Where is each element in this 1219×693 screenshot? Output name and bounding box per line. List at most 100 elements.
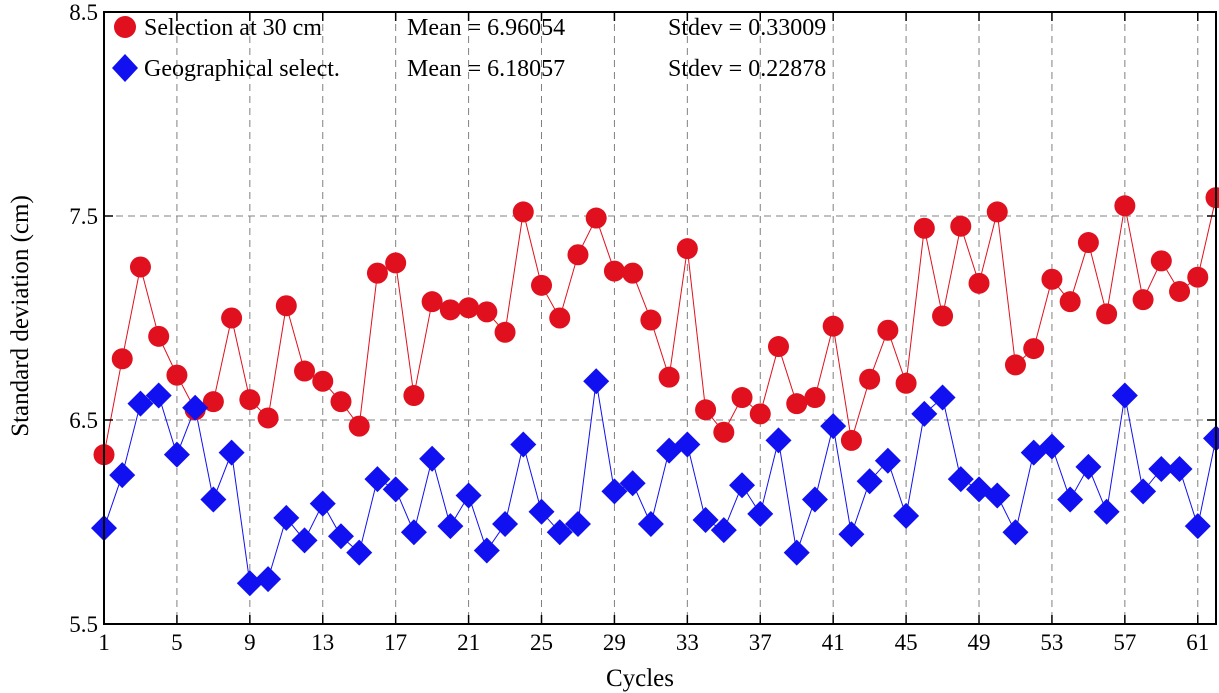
data-point-circle — [913, 217, 935, 239]
data-point-circle — [786, 393, 808, 415]
y-tick-label: 5.5 — [69, 612, 98, 637]
x-tick-label: 33 — [676, 630, 699, 655]
data-point-diamond — [1093, 498, 1120, 525]
x-axis-title: Cycles — [606, 665, 674, 692]
data-point-circle — [1132, 289, 1154, 311]
data-point-diamond — [838, 521, 865, 548]
data-point-diamond — [236, 570, 263, 597]
legend-label: Geographical select. — [144, 56, 340, 82]
data-point-circle — [330, 391, 352, 413]
legend-marker-circle-icon — [114, 16, 136, 38]
data-point-circle — [749, 403, 771, 425]
data-point-diamond — [674, 431, 701, 458]
data-point-diamond — [419, 445, 446, 472]
data-point-diamond — [400, 519, 427, 546]
data-point-diamond — [546, 519, 573, 546]
data-point-circle — [1169, 280, 1191, 302]
data-point-diamond — [346, 539, 373, 566]
data-point-diamond — [893, 502, 920, 529]
legend-stdev: Stdev = 0.22878 — [668, 56, 826, 82]
data-point-circle — [458, 297, 480, 319]
data-point-circle — [859, 368, 881, 390]
data-point-circle — [1150, 250, 1172, 272]
data-point-diamond — [820, 413, 847, 440]
data-point-circle — [512, 201, 534, 223]
data-point-diamond — [710, 517, 737, 544]
data-point-circle — [713, 421, 735, 443]
data-point-diamond — [327, 523, 354, 550]
legend-marker-diamond-icon — [112, 54, 138, 82]
x-tick-label: 21 — [457, 630, 480, 655]
data-point-diamond — [1075, 453, 1102, 480]
x-tick-label: 9 — [244, 630, 256, 655]
data-point-diamond — [637, 511, 664, 538]
data-point-diamond — [1057, 486, 1084, 513]
y-tick-label: 8.5 — [69, 0, 98, 25]
data-point-diamond — [765, 427, 792, 454]
x-tick-label: 5 — [171, 630, 183, 655]
x-tick-label: 49 — [968, 630, 991, 655]
data-point-diamond — [747, 500, 774, 527]
data-point-diamond — [492, 511, 519, 538]
legend-stdev: Stdev = 0.33009 — [668, 15, 826, 41]
data-point-circle — [622, 262, 644, 284]
data-point-circle — [585, 207, 607, 229]
data-point-circle — [986, 201, 1008, 223]
data-point-circle — [731, 387, 753, 409]
x-tick-label: 29 — [603, 630, 626, 655]
x-tick-label: 37 — [749, 630, 772, 655]
data-point-circle — [403, 385, 425, 407]
data-point-diamond — [309, 490, 336, 517]
grid-lines — [104, 12, 1216, 624]
legend-item-selection: Selection at 30 cm Mean = 6.96054 Stdev … — [114, 15, 826, 41]
data-point-circle — [257, 407, 279, 429]
tick-labels: 1 5 9 13 17 21 25 29 33 37 41 45 49 53 57 61 5.5 6.5 7.5 8.… — [69, 0, 1209, 655]
data-point-diamond — [564, 511, 591, 538]
y-axis-title: Standard deviation (cm) — [7, 195, 34, 437]
data-point-diamond — [364, 466, 391, 493]
data-point-circle — [932, 305, 954, 327]
legend-mean: Mean = 6.96054 — [407, 15, 565, 41]
data-point-diamond — [437, 513, 464, 540]
data-point-circle — [148, 325, 170, 347]
data-point-circle — [312, 370, 334, 392]
data-point-diamond — [145, 382, 172, 409]
data-point-circle — [111, 348, 133, 370]
data-point-diamond — [583, 368, 610, 395]
data-point-circle — [1187, 266, 1209, 288]
legend: Selection at 30 cm Mean = 6.96054 Stdev … — [112, 15, 826, 82]
data-point-diamond — [455, 482, 482, 509]
legend-label: Selection at 30 cm — [144, 15, 322, 41]
data-point-diamond — [1111, 382, 1138, 409]
x-tick-label: 41 — [822, 630, 845, 655]
data-point-diamond — [911, 400, 938, 427]
data-point-circle — [476, 301, 498, 323]
data-point-circle — [1023, 338, 1045, 360]
data-point-circle — [239, 389, 261, 411]
data-point-circle — [1041, 268, 1063, 290]
data-point-diamond — [1166, 455, 1193, 482]
data-point-diamond — [947, 466, 974, 493]
data-point-circle — [494, 321, 516, 343]
data-point-circle — [877, 319, 899, 341]
data-point-diamond — [692, 506, 719, 533]
data-point-circle — [822, 315, 844, 337]
data-point-diamond — [929, 384, 956, 411]
x-tick-label: 17 — [384, 630, 407, 655]
data-point-circle — [294, 360, 316, 382]
series-markers — [91, 187, 1219, 597]
data-point-circle — [603, 260, 625, 282]
data-point-circle — [166, 364, 188, 386]
data-point-circle — [202, 391, 224, 413]
data-point-diamond — [382, 476, 409, 503]
data-point-circle — [275, 295, 297, 317]
data-point-circle — [129, 256, 151, 278]
legend-item-geographical: Geographical select. Mean = 6.18057 Stde… — [112, 54, 826, 82]
x-tick-label: 13 — [311, 630, 334, 655]
x-tick-label: 45 — [895, 630, 918, 655]
data-point-diamond — [218, 439, 245, 466]
data-point-circle — [950, 215, 972, 237]
data-point-diamond — [528, 498, 555, 525]
data-point-diamond — [783, 539, 810, 566]
